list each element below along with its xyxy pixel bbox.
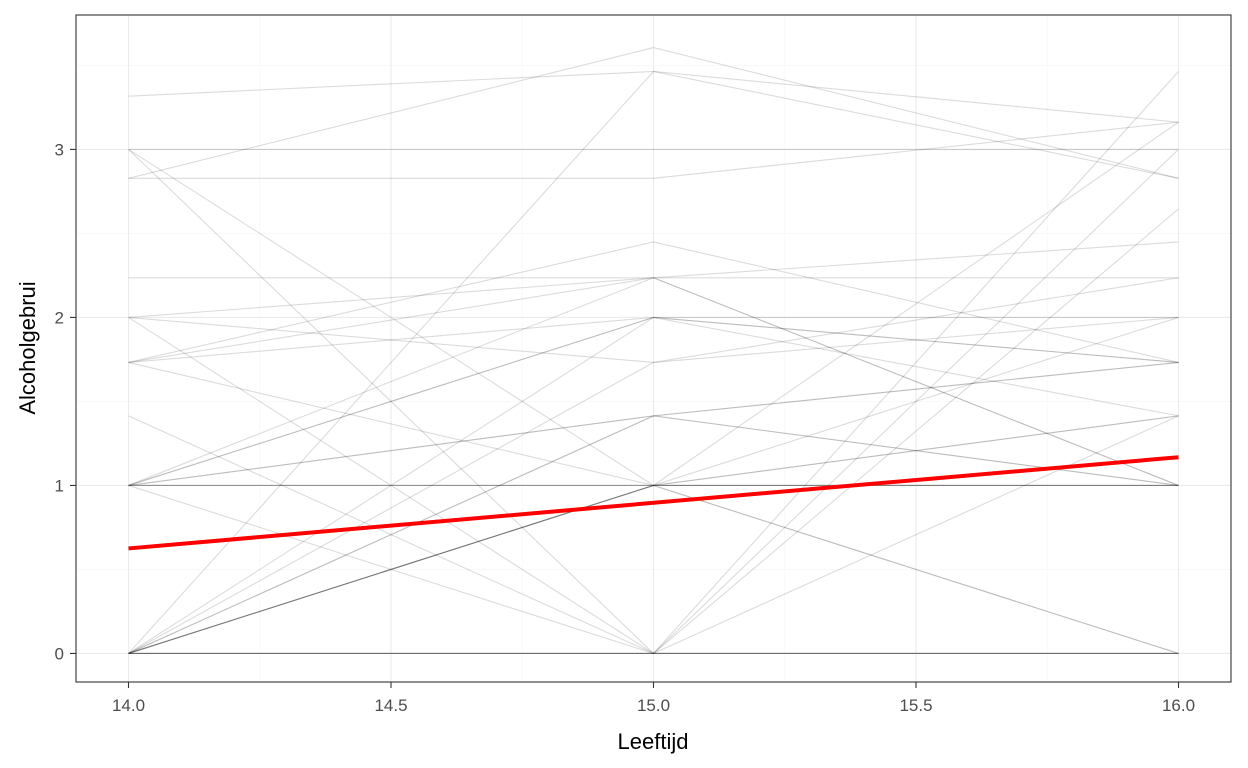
individual-line [128, 241, 1179, 363]
individual-line [128, 415, 1179, 486]
x-tick-label: 14.0 [112, 696, 145, 715]
individual-line [128, 316, 1179, 654]
individual-line [128, 121, 1179, 487]
individual-line [128, 316, 1179, 417]
x-axis-ticks: 14.0 14.5 15.0 15.5 16.0 [112, 682, 1195, 715]
y-tick-label: 0 [55, 644, 64, 663]
individual-line [128, 316, 1179, 654]
y-axis-title: Alcoholgebrui [15, 281, 40, 414]
x-tick-label: 14.5 [374, 696, 407, 715]
x-tick-label: 15.0 [637, 696, 670, 715]
individual-line [128, 484, 1179, 654]
individual-line [128, 208, 1179, 655]
individual-line [128, 316, 1179, 486]
trend-line-layer [128, 455, 1179, 551]
individual-line [128, 415, 1179, 654]
individual-line [128, 484, 1179, 654]
y-tick-label: 2 [55, 308, 64, 327]
individual-line [128, 484, 1179, 654]
individual-line [128, 121, 1179, 179]
individual-line [128, 70, 1179, 123]
individual-line [128, 361, 1179, 654]
individual-line [128, 316, 1179, 486]
x-tick-label: 16.0 [1162, 696, 1195, 715]
individual-line [128, 241, 1179, 363]
individual-line [128, 277, 1179, 486]
individual-line [128, 47, 1179, 179]
individual-line [128, 415, 1179, 655]
individual-line [128, 484, 1179, 654]
y-tick-label: 1 [55, 476, 64, 495]
individual-line [128, 316, 1179, 486]
individual-lines [128, 47, 1179, 655]
y-axis-ticks: 0 1 2 3 [55, 140, 76, 663]
x-tick-label: 15.5 [899, 696, 932, 715]
individual-line [128, 71, 1179, 655]
individual-line [128, 277, 1179, 363]
individual-line [128, 149, 1179, 655]
individual-line [128, 70, 1179, 654]
individual-line [128, 361, 1179, 486]
x-axis-title: Leeftijd [618, 729, 689, 754]
individual-line [128, 415, 1179, 654]
individual-line [128, 277, 1179, 486]
major-gridlines [76, 15, 1231, 682]
y-tick-label: 3 [55, 140, 64, 159]
individual-line [128, 415, 1179, 486]
trend-line [128, 455, 1179, 551]
